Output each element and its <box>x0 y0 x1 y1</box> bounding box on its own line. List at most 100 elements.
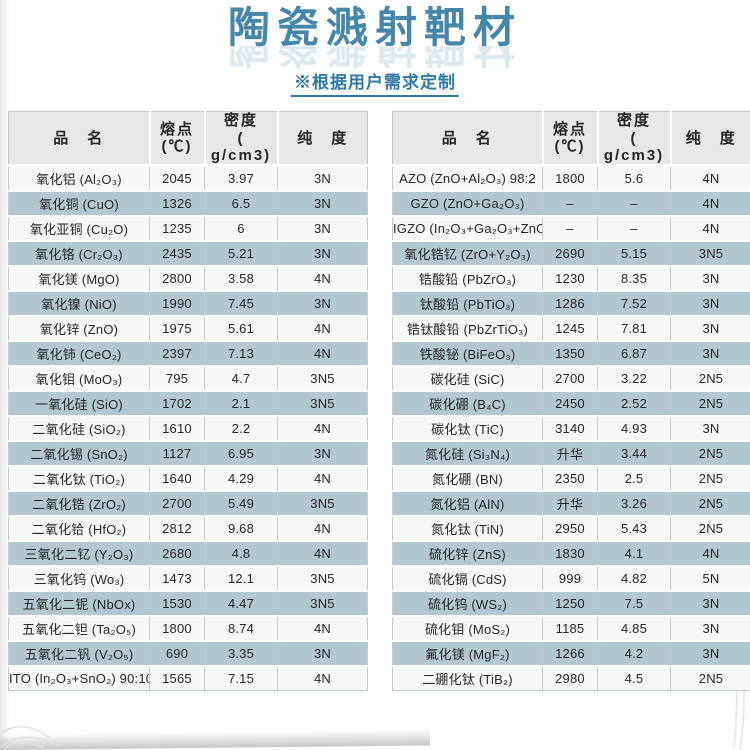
purity-cell: 3N <box>670 290 750 317</box>
product-name-cell: 氟化镁 (MgF₂) <box>392 640 543 667</box>
purity-cell: 3N <box>277 440 368 467</box>
purity-cell: 4N <box>313 670 332 686</box>
melting-point-cell: 1326 <box>149 190 205 217</box>
melting-point-cell: 1610 <box>149 415 205 442</box>
melting-point-cell: 1702 <box>149 390 205 417</box>
table-row: 硫化钨 (WS₂) 1250 7.5 3N <box>392 590 750 617</box>
melting-point-cell: – <box>542 215 598 242</box>
table-row: 氧化镍 (NiO) 1990 7.45 3N <box>8 290 368 317</box>
purity-cell: 4N <box>670 540 750 567</box>
product-name-cell: 硫化锌 (ZnS) <box>392 540 543 567</box>
melting-point-cell: 1565 <box>149 665 205 691</box>
purity-cell: 3N5 <box>277 365 368 392</box>
melting-point-cell: 1245 <box>542 315 598 342</box>
melting-point-cell: 1473 <box>149 565 205 592</box>
product-name-cell: 二氧化锡 (SnO₂) <box>8 440 150 467</box>
product-name-cell: 三氧化钨 (Wo₃) <box>8 565 150 592</box>
column-header-purity: 纯 度 <box>670 111 750 168</box>
table-row: 硫化锌 (ZnS) 1830 4.1 4N <box>392 540 750 567</box>
table-row: 硫化钼 (MoS₂) 1185 4.85 3N <box>392 615 750 642</box>
product-name-cell: 氧化锌 (ZnO) <box>8 315 150 342</box>
header-row: 品 名熔点(℃) 密度 ( g/cm3) 纯 度 <box>8 111 368 168</box>
density-cell: – <box>597 190 671 217</box>
density-cell: 3.35 <box>204 640 278 667</box>
product-name-cell: 碳化钛 (TiC) <box>392 415 543 442</box>
density-cell: 4.82 <box>597 565 671 592</box>
purity-cell: 4N <box>670 165 750 192</box>
purity-cell: 3N <box>277 240 368 267</box>
density-cell: 7.45 <box>204 290 278 317</box>
purity-cell: 4N <box>670 215 750 242</box>
density-cell: 5.15 <box>597 240 671 267</box>
density-cell: 4.93 <box>597 415 671 442</box>
density-cell: 7.13 <box>204 340 278 367</box>
density-cell: 2.52 <box>597 390 671 417</box>
column-header-density: 密度 ( g/cm3) <box>597 111 672 168</box>
table-row: 锆钛酸铅 (PbZrTiO₃) 1245 7.81 3N <box>392 315 750 342</box>
density-cell: 4.2 <box>597 640 671 667</box>
melting-point-cell: 1286 <box>542 290 598 317</box>
purity-cell: 3N <box>670 340 750 367</box>
density-cell: 4.47 <box>204 590 278 617</box>
melting-point-cell: 1127 <box>149 440 205 467</box>
melting-point-cell: 2700 <box>542 365 598 392</box>
table-row: 氧化亚铜 (Cu₂O) 1235 6 3N <box>8 215 368 242</box>
page-edge-shading <box>0 0 10 750</box>
melting-point-cell: 2812 <box>149 515 205 542</box>
page-title: 陶瓷溅射靶材 <box>227 4 522 51</box>
table-row: 五氧化二钽 (Ta₂O₅) 1800 8.74 4N <box>8 615 368 642</box>
table-row: GZO (ZnO+Ga₂O₃) – –4N <box>392 190 750 217</box>
purity-cell: 4N <box>277 265 368 292</box>
density-cell: 4.7 <box>204 365 278 392</box>
product-name-cell: 氮化硅 (Si₃N₄) <box>392 440 543 467</box>
melting-point-cell: 2397 <box>149 340 205 367</box>
tables-area: 品 名熔点(℃) 密度 ( g/cm3) 纯 度氧化铝 (Al₂O₃) 2045 3.9… <box>0 111 750 692</box>
product-name-cell: 锆钛酸铅 (PbZrTiO₃) <box>392 315 543 342</box>
density-cell: 8.74 <box>204 615 278 642</box>
product-name-cell: 硫化镉 (CdS) <box>392 565 543 592</box>
table-row: 碳化钛 (TiC) 3140 4.93 3N <box>392 415 750 442</box>
purity-cell: 3N <box>277 215 368 242</box>
product-name-cell: 氮化铝 (AlN) <box>392 490 543 517</box>
table-row: 二氧化钛 (TiO₂) 1640 4.29 4N <box>8 465 368 492</box>
purity-cell: 3N <box>277 290 368 317</box>
purity-cell: 4N <box>277 315 368 342</box>
purity-cell: 3N5 <box>277 590 368 617</box>
table-row: 二氧化铪 (HfO₂) 2812 9.68 4N <box>8 515 368 542</box>
table-row: 三氧化二钇 (Y₂O₃) 2680 4.8 4N <box>8 540 368 567</box>
density-cell: 6.5 <box>204 190 278 217</box>
product-name-cell: 氧化钼 (MoO₃) <box>8 365 150 392</box>
product-name-cell: 碳化硼 (B₄C) <box>392 390 543 417</box>
purity-cell: 3N <box>670 415 750 442</box>
product-name-cell: 氧化亚铜 (Cu₂O) <box>8 215 150 242</box>
melting-point-cell: 升华 <box>542 440 598 467</box>
subtitle: ※根据用户需求定制 <box>291 68 459 98</box>
column-header-product-name: 品 名 <box>392 111 544 168</box>
density-cell: 2.2 <box>204 415 278 442</box>
table-row: 钛酸铅 (PbTiO₃) 1286 7.52 3N <box>392 290 750 317</box>
product-name-cell: 氧化铬 (Cr₂O₃) <box>8 240 150 267</box>
density-cell: 7.15 <box>204 665 278 691</box>
column-header-product-name: 品 名 <box>8 111 151 168</box>
purity-cell: 3N <box>670 615 750 642</box>
product-name-cell: 二氧化硅 (SiO₂) <box>8 415 150 442</box>
purity-cell: 4N <box>277 340 368 367</box>
page-header: 陶瓷溅射靶材 陶瓷溅射靶材 ※根据用户需求定制 <box>0 0 750 98</box>
column-header-melting-point: 熔点(℃) <box>542 111 599 168</box>
purity-cell: 4N <box>277 415 368 442</box>
melting-point-cell: 1350 <box>542 340 598 367</box>
density-cell: 7.5 <box>597 590 671 617</box>
table-row: 碳化硼 (B₄C) 2450 2.52 2N5 <box>392 390 750 417</box>
purity-cell: 2N5 <box>698 670 724 686</box>
purity-cell: 2N5 <box>670 365 750 392</box>
melting-point-cell: 2350 <box>542 465 598 492</box>
purity-cell: 3N5 <box>277 390 368 417</box>
density-cell: 6.95 <box>204 440 278 467</box>
density-cell: 3.22 <box>597 365 671 392</box>
melting-point-cell: 2045 <box>149 165 205 192</box>
density-cell: 4.5 <box>597 665 671 691</box>
table-row: 氮化钛 (TiN) 2950 5.43 2N5 <box>392 515 750 542</box>
melting-point-cell: 2450 <box>542 390 598 417</box>
table-row: 氧化锌 (ZnO) 1975 5.61 4N <box>8 315 368 342</box>
